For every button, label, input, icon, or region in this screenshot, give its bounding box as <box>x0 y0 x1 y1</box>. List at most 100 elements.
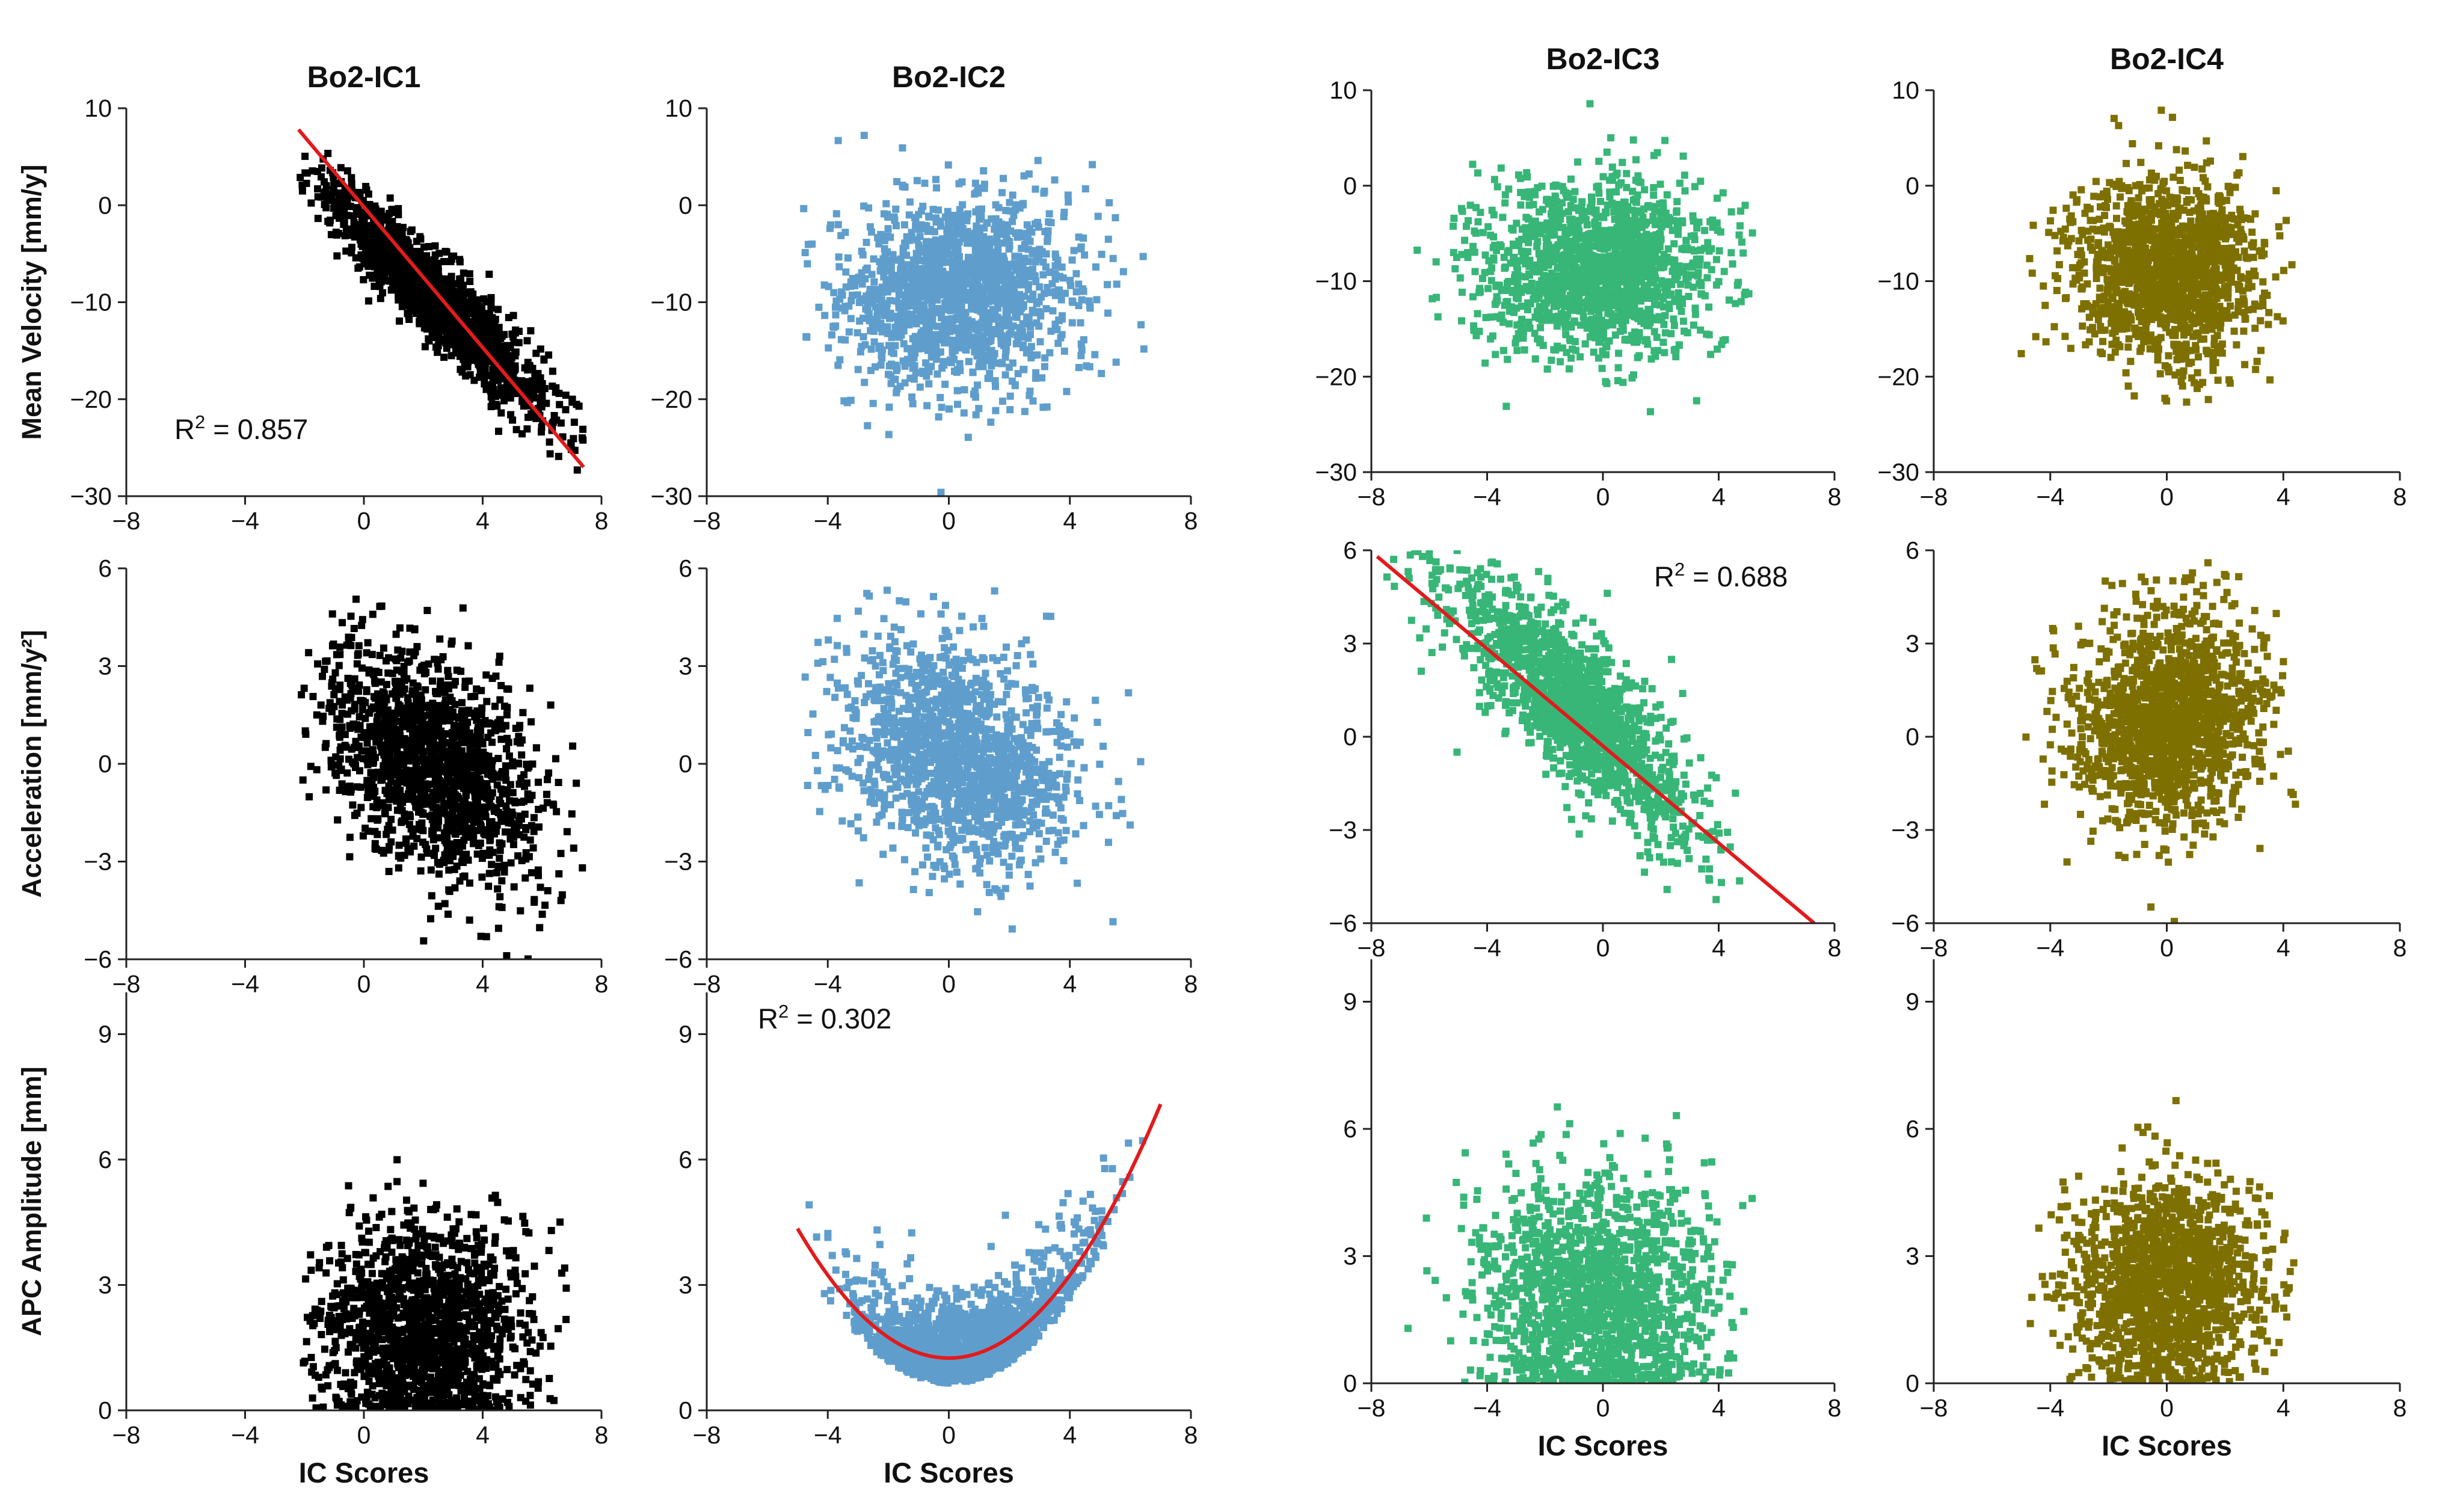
data-point <box>1633 226 1641 234</box>
x-tick-label: 4 <box>476 507 490 535</box>
data-point <box>1471 227 1478 235</box>
data-point <box>959 201 967 209</box>
data-point <box>2204 183 2212 191</box>
data-point <box>1660 262 1668 270</box>
data-point <box>832 311 840 319</box>
data-point <box>1522 283 1530 290</box>
data-point <box>911 257 918 265</box>
data-point <box>1060 347 1068 355</box>
data-point <box>1660 321 1668 328</box>
data-point <box>352 254 360 262</box>
data-point <box>957 218 965 226</box>
data-point <box>951 367 958 375</box>
data-point <box>374 229 382 237</box>
data-point <box>877 319 885 327</box>
data-point <box>2055 261 2063 269</box>
data-point <box>1571 337 1579 345</box>
data-point <box>995 322 1003 330</box>
data-point <box>1044 238 1051 245</box>
data-point <box>890 349 897 357</box>
data-point <box>1038 293 1045 301</box>
data-point <box>395 281 402 289</box>
data-point <box>1589 283 1597 290</box>
data-point <box>1459 207 1466 215</box>
data-point <box>1140 345 1148 353</box>
data-point <box>1682 237 1690 245</box>
data-point <box>956 360 964 367</box>
data-point <box>1665 305 1673 312</box>
data-point <box>916 342 923 350</box>
data-point <box>979 363 987 370</box>
data-point <box>925 380 933 388</box>
data-point <box>1538 277 1546 284</box>
data-point <box>451 329 458 337</box>
data-point <box>414 256 422 263</box>
data-point <box>356 191 364 198</box>
data-point <box>364 262 372 270</box>
data-point <box>973 261 980 269</box>
data-point <box>2204 396 2212 404</box>
data-point <box>954 281 962 289</box>
data-point <box>1490 233 1498 241</box>
data-point <box>2132 325 2139 333</box>
data-point <box>1450 215 1458 222</box>
data-point <box>1531 293 1539 301</box>
data-point <box>1009 359 1016 367</box>
data-point <box>1137 321 1145 328</box>
data-point <box>1718 340 1726 348</box>
data-point <box>1524 248 1532 256</box>
data-point <box>2049 206 2057 214</box>
panel-title: Bo2-IC2 <box>892 60 1006 94</box>
data-point <box>1727 249 1735 257</box>
data-point <box>1013 313 1021 321</box>
data-point <box>1592 317 1600 325</box>
data-point <box>967 342 975 349</box>
data-point <box>1623 183 1631 191</box>
data-point <box>1697 247 1705 254</box>
data-point <box>938 364 946 372</box>
data-point <box>935 206 943 214</box>
data-point <box>364 241 372 249</box>
data-point <box>1499 287 1507 294</box>
data-point <box>905 211 913 219</box>
data-point <box>906 198 914 206</box>
data-point <box>879 283 886 291</box>
data-point <box>1042 250 1050 258</box>
data-point <box>912 223 920 230</box>
data-point <box>980 167 988 174</box>
data-point <box>399 292 407 300</box>
data-point <box>1594 354 1602 362</box>
data-point <box>1526 324 1534 332</box>
data-point <box>979 352 986 360</box>
data-point <box>1617 300 1625 308</box>
data-point <box>356 236 364 244</box>
data-point <box>991 377 999 384</box>
data-point <box>974 327 982 335</box>
data-point <box>1611 287 1619 295</box>
data-point <box>1647 408 1654 416</box>
data-point <box>1497 164 1505 172</box>
data-point <box>1703 330 1711 338</box>
data-point <box>1586 292 1594 300</box>
data-point <box>1626 284 1634 292</box>
data-point <box>965 254 973 261</box>
data-point <box>507 411 515 419</box>
data-point <box>368 249 376 256</box>
data-point <box>879 300 887 308</box>
data-point <box>429 310 437 318</box>
data-point <box>1563 270 1570 278</box>
data-point <box>1075 364 1083 372</box>
data-point <box>894 256 902 264</box>
data-point <box>1001 353 1009 361</box>
data-point <box>495 390 503 398</box>
data-point <box>1490 176 1498 183</box>
data-point <box>1518 289 1525 297</box>
data-point <box>1682 263 1690 271</box>
data-point <box>1518 315 1526 323</box>
data-point <box>1661 349 1668 357</box>
data-point <box>964 434 972 441</box>
data-point <box>1024 235 1032 243</box>
data-point <box>366 271 374 279</box>
data-point <box>1004 221 1011 229</box>
